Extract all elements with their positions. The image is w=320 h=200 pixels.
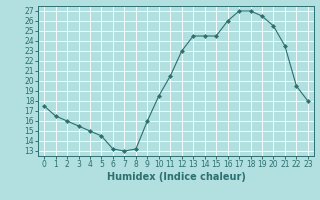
X-axis label: Humidex (Indice chaleur): Humidex (Indice chaleur) <box>107 172 245 182</box>
